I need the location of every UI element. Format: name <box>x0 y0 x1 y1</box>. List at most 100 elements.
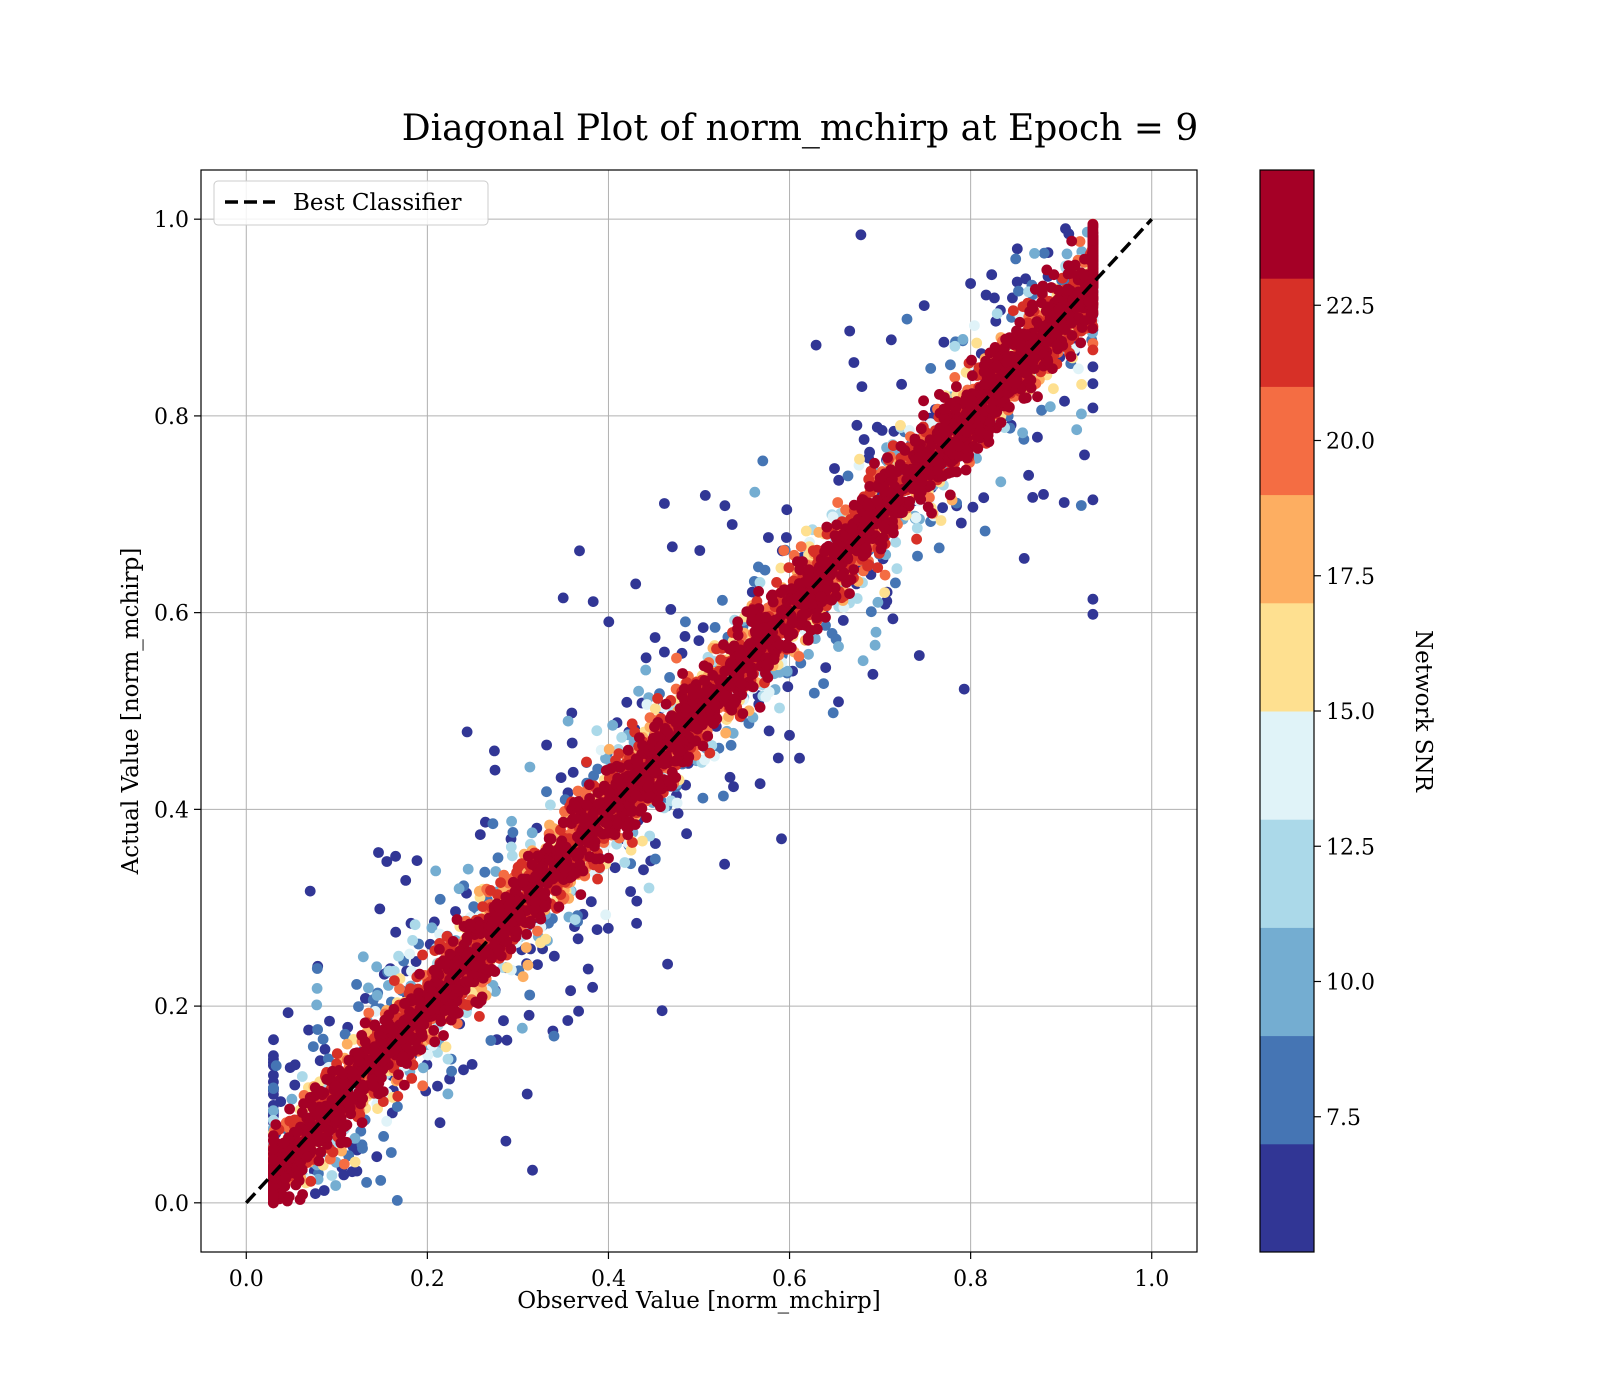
scatter-point <box>1032 431 1043 443</box>
scatter-point <box>310 1188 321 1199</box>
scatter-point <box>466 1059 478 1070</box>
scatter-point <box>879 587 891 598</box>
scatter-point <box>558 817 569 829</box>
scatter-point <box>757 455 769 467</box>
scatter-point <box>377 1096 389 1107</box>
scatter-point <box>432 1080 443 1092</box>
scatter-point <box>887 613 899 625</box>
scatter-point <box>393 1069 404 1080</box>
scatter-point <box>958 683 970 695</box>
scatter-point <box>522 850 534 862</box>
scatter-point <box>1065 351 1077 362</box>
scatter-point <box>720 727 732 739</box>
scatter-point <box>966 354 977 366</box>
scatter-point <box>417 1080 429 1092</box>
scatter-point <box>911 533 922 545</box>
scatter-point <box>319 1043 331 1055</box>
scatter-point <box>429 1036 441 1048</box>
scatter-point <box>858 434 870 445</box>
scatter-point <box>1010 253 1022 265</box>
scatter-point <box>492 852 504 864</box>
scatter-point <box>361 1177 372 1188</box>
scatter-point <box>649 703 661 715</box>
scatter-point <box>268 1134 279 1146</box>
scatter-point <box>1038 247 1050 259</box>
scatter-point <box>895 420 906 431</box>
scatter-point <box>407 935 418 946</box>
scatter-point <box>986 269 998 281</box>
scatter-point <box>363 1007 375 1019</box>
scatter-point <box>397 1051 409 1062</box>
scatter-point <box>515 913 527 924</box>
scatter-point <box>541 786 552 798</box>
scatter-point <box>872 596 884 608</box>
scatter-point <box>541 739 552 751</box>
scatter-point <box>875 543 887 555</box>
scatter-point <box>574 545 585 557</box>
scatter-point <box>800 525 812 537</box>
scatter-point <box>521 928 532 940</box>
scatter-point <box>978 492 990 504</box>
scatter-point <box>949 372 961 383</box>
scatter-point <box>442 1053 454 1065</box>
scatter-point <box>520 942 532 953</box>
scatter-point <box>1036 404 1047 416</box>
scatter-point <box>428 1025 440 1036</box>
scatter-point <box>1079 253 1090 265</box>
scatter-point <box>603 616 615 628</box>
scatter-point <box>540 900 551 912</box>
scatter-point <box>869 639 881 651</box>
scatter-point <box>1011 276 1023 288</box>
scatter-point <box>357 951 369 963</box>
scatter-point <box>638 864 649 876</box>
scatter-point <box>501 962 513 973</box>
scatter-point <box>307 1041 319 1052</box>
scatter-point <box>447 936 459 947</box>
scatter-point <box>572 785 584 797</box>
scatter-point <box>461 726 473 738</box>
scatter-point <box>331 1048 343 1060</box>
scatter-point <box>275 1096 287 1107</box>
scatter-point <box>527 1164 538 1176</box>
scatter-point <box>763 532 774 543</box>
scatter-point <box>969 320 980 331</box>
scatter-point <box>567 766 579 778</box>
scatter-point <box>311 983 323 994</box>
scatter-point <box>474 1011 485 1022</box>
scatter-point <box>356 1117 368 1128</box>
scatter-point <box>776 833 787 845</box>
scatter-point <box>924 492 935 503</box>
scatter-point <box>1087 608 1099 620</box>
scatter-point <box>268 1082 279 1094</box>
scatter-point <box>995 417 1007 428</box>
scatter-point <box>532 925 543 937</box>
scatter-point <box>415 1044 427 1055</box>
scatter-point <box>1060 223 1071 235</box>
scatter-point <box>434 943 445 955</box>
scatter-point <box>1073 363 1084 375</box>
scatter-point <box>832 497 844 508</box>
scatter-point <box>704 747 716 759</box>
scatter-point <box>1032 391 1043 403</box>
scatter-point <box>656 1005 668 1017</box>
scatter-point <box>351 979 362 990</box>
scatter-point <box>311 999 323 1011</box>
scatter-point <box>616 732 628 743</box>
scatter-point <box>935 515 947 526</box>
scatter-point <box>314 1055 326 1067</box>
scatter-point <box>659 498 670 509</box>
scatter-point <box>373 847 384 858</box>
scatter-point <box>944 489 956 501</box>
scatter-point <box>763 725 775 737</box>
scatter-point <box>649 853 661 865</box>
scatter-point <box>603 743 615 755</box>
scatter-point <box>581 756 592 768</box>
scatter-point <box>662 958 673 970</box>
scatter-point <box>772 752 784 764</box>
scatter-point <box>651 796 663 808</box>
scatter-point <box>782 681 794 693</box>
scatter-point <box>435 1015 447 1027</box>
scatter-point <box>664 672 675 683</box>
scatter-point <box>697 792 709 804</box>
scatter-point <box>915 423 927 435</box>
